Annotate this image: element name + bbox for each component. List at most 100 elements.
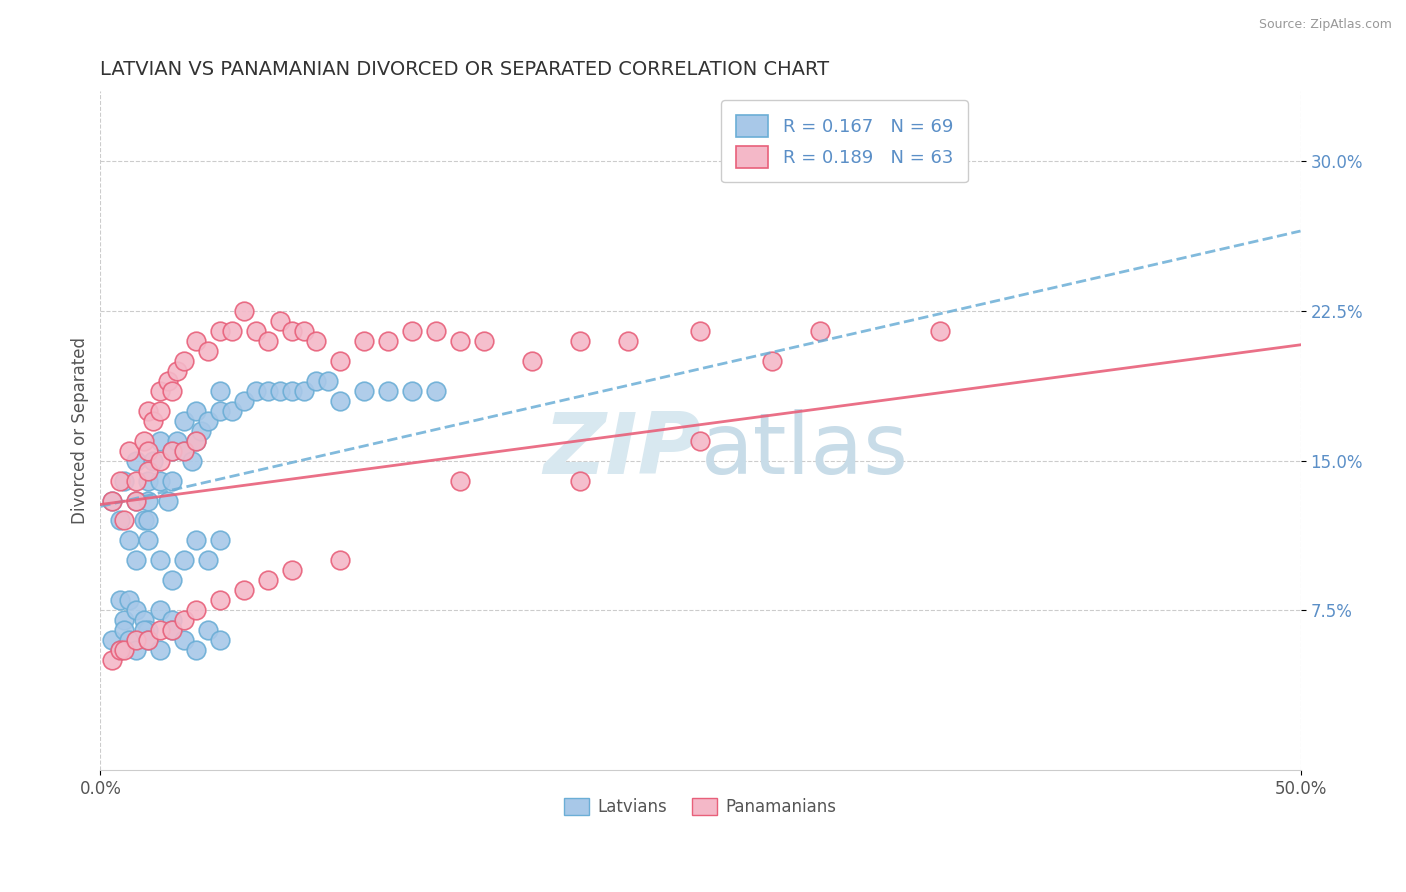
Point: [166, 434, 188, 448]
Point: [149, 434, 172, 448]
Point: [186, 334, 208, 348]
Point: [173, 443, 195, 458]
Point: [138, 513, 160, 527]
Point: [118, 443, 141, 458]
Point: [221, 403, 243, 417]
Point: [173, 443, 195, 458]
Point: [101, 493, 124, 508]
Point: [132, 613, 155, 627]
Point: [138, 403, 160, 417]
Point: [101, 653, 124, 667]
Point: [377, 384, 399, 398]
Point: [353, 334, 375, 348]
Point: [112, 513, 135, 527]
Point: [125, 603, 148, 617]
Point: [138, 624, 160, 638]
Point: [401, 384, 423, 398]
Point: [101, 633, 124, 648]
Text: atlas: atlas: [700, 409, 908, 492]
Point: [108, 593, 131, 607]
Point: [118, 533, 141, 548]
Point: [125, 643, 148, 657]
Point: [186, 603, 208, 617]
Point: [108, 643, 131, 657]
Point: [162, 443, 184, 458]
Point: [149, 453, 172, 467]
Point: [186, 403, 208, 417]
Point: [112, 613, 135, 627]
Legend: Latvians, Panamanians: Latvians, Panamanians: [558, 791, 844, 822]
Point: [125, 474, 148, 488]
Point: [112, 474, 135, 488]
Point: [245, 324, 267, 338]
Point: [197, 414, 219, 428]
Point: [149, 624, 172, 638]
Point: [269, 384, 291, 398]
Point: [197, 553, 219, 567]
Point: [112, 624, 135, 638]
Point: [186, 434, 208, 448]
Point: [108, 643, 131, 657]
Point: [138, 633, 160, 648]
Point: [162, 474, 184, 488]
Point: [929, 324, 952, 338]
Text: Source: ZipAtlas.com: Source: ZipAtlas.com: [1258, 18, 1392, 31]
Point: [425, 384, 447, 398]
Point: [142, 414, 165, 428]
Point: [292, 324, 315, 338]
Point: [329, 353, 352, 368]
Text: ZIP: ZIP: [543, 409, 700, 492]
Point: [166, 364, 188, 378]
Point: [118, 593, 141, 607]
Point: [138, 533, 160, 548]
Point: [125, 553, 148, 567]
Point: [173, 414, 195, 428]
Point: [269, 314, 291, 328]
Point: [162, 613, 184, 627]
Point: [173, 633, 195, 648]
Point: [108, 513, 131, 527]
Point: [162, 624, 184, 638]
Point: [281, 563, 304, 577]
Point: [101, 493, 124, 508]
Point: [569, 334, 592, 348]
Point: [209, 633, 232, 648]
Point: [761, 353, 783, 368]
Point: [329, 393, 352, 408]
Point: [173, 353, 195, 368]
Point: [125, 453, 148, 467]
Point: [449, 334, 471, 348]
Point: [125, 493, 148, 508]
Point: [257, 574, 280, 588]
Point: [281, 324, 304, 338]
Point: [233, 303, 256, 318]
Point: [186, 643, 208, 657]
Point: [138, 633, 160, 648]
Point: [149, 643, 172, 657]
Point: [149, 403, 172, 417]
Point: [329, 553, 352, 567]
Point: [810, 324, 832, 338]
Point: [377, 334, 399, 348]
Point: [162, 384, 184, 398]
Point: [617, 334, 640, 348]
Point: [689, 434, 711, 448]
Point: [197, 343, 219, 358]
Point: [186, 533, 208, 548]
Point: [401, 324, 423, 338]
Point: [209, 533, 232, 548]
Point: [353, 384, 375, 398]
Point: [173, 553, 195, 567]
Point: [162, 443, 184, 458]
Point: [305, 334, 328, 348]
Point: [233, 393, 256, 408]
Point: [522, 353, 544, 368]
Point: [118, 633, 141, 648]
Point: [209, 324, 232, 338]
Point: [281, 384, 304, 398]
Point: [108, 474, 131, 488]
Point: [162, 574, 184, 588]
Point: [257, 384, 280, 398]
Point: [138, 464, 160, 478]
Point: [132, 513, 155, 527]
